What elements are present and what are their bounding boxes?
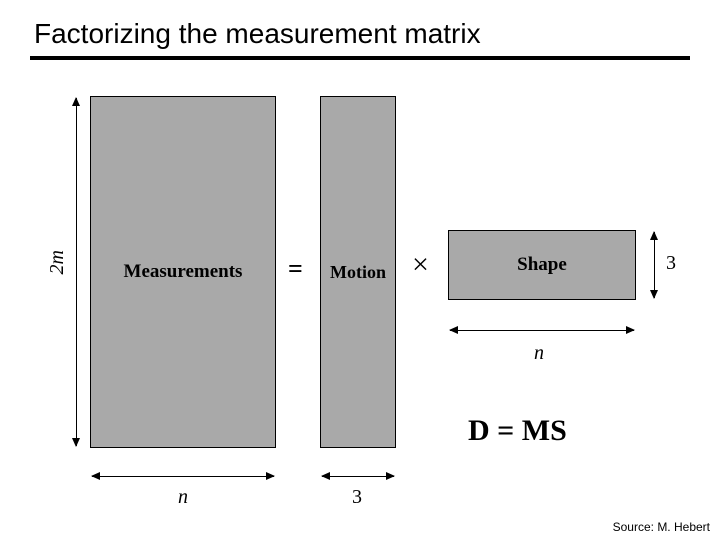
motion-width-label: 3	[352, 486, 362, 509]
meas-height-arrow	[76, 98, 77, 446]
meas-width-arrow	[92, 476, 274, 477]
shape-width-arrow	[450, 330, 634, 331]
shape-width-label: n	[534, 342, 544, 365]
shape-label: Shape	[517, 254, 567, 276]
title-underline	[30, 56, 690, 60]
shape-box: Shape	[448, 230, 636, 300]
page-title: Factorizing the measurement matrix	[34, 18, 481, 50]
measurements-label: Measurements	[124, 261, 243, 283]
motion-width-arrow	[322, 476, 394, 477]
meas-height-label: 2m	[46, 250, 69, 274]
meas-width-label: n	[178, 486, 188, 509]
motion-box: Motion	[320, 96, 396, 448]
source-citation: Source: M. Hebert	[613, 520, 710, 534]
motion-label: Motion	[330, 262, 386, 283]
measurements-box: Measurements	[90, 96, 276, 448]
times-symbol: ×	[412, 248, 429, 282]
diagram: Measurements 2m n = Motion 3 × Shape n 3…	[50, 90, 670, 490]
shape-height-label: 3	[666, 252, 676, 275]
equation: D = MS	[468, 414, 567, 448]
shape-height-arrow	[654, 232, 655, 298]
equals-symbol: =	[288, 254, 303, 284]
